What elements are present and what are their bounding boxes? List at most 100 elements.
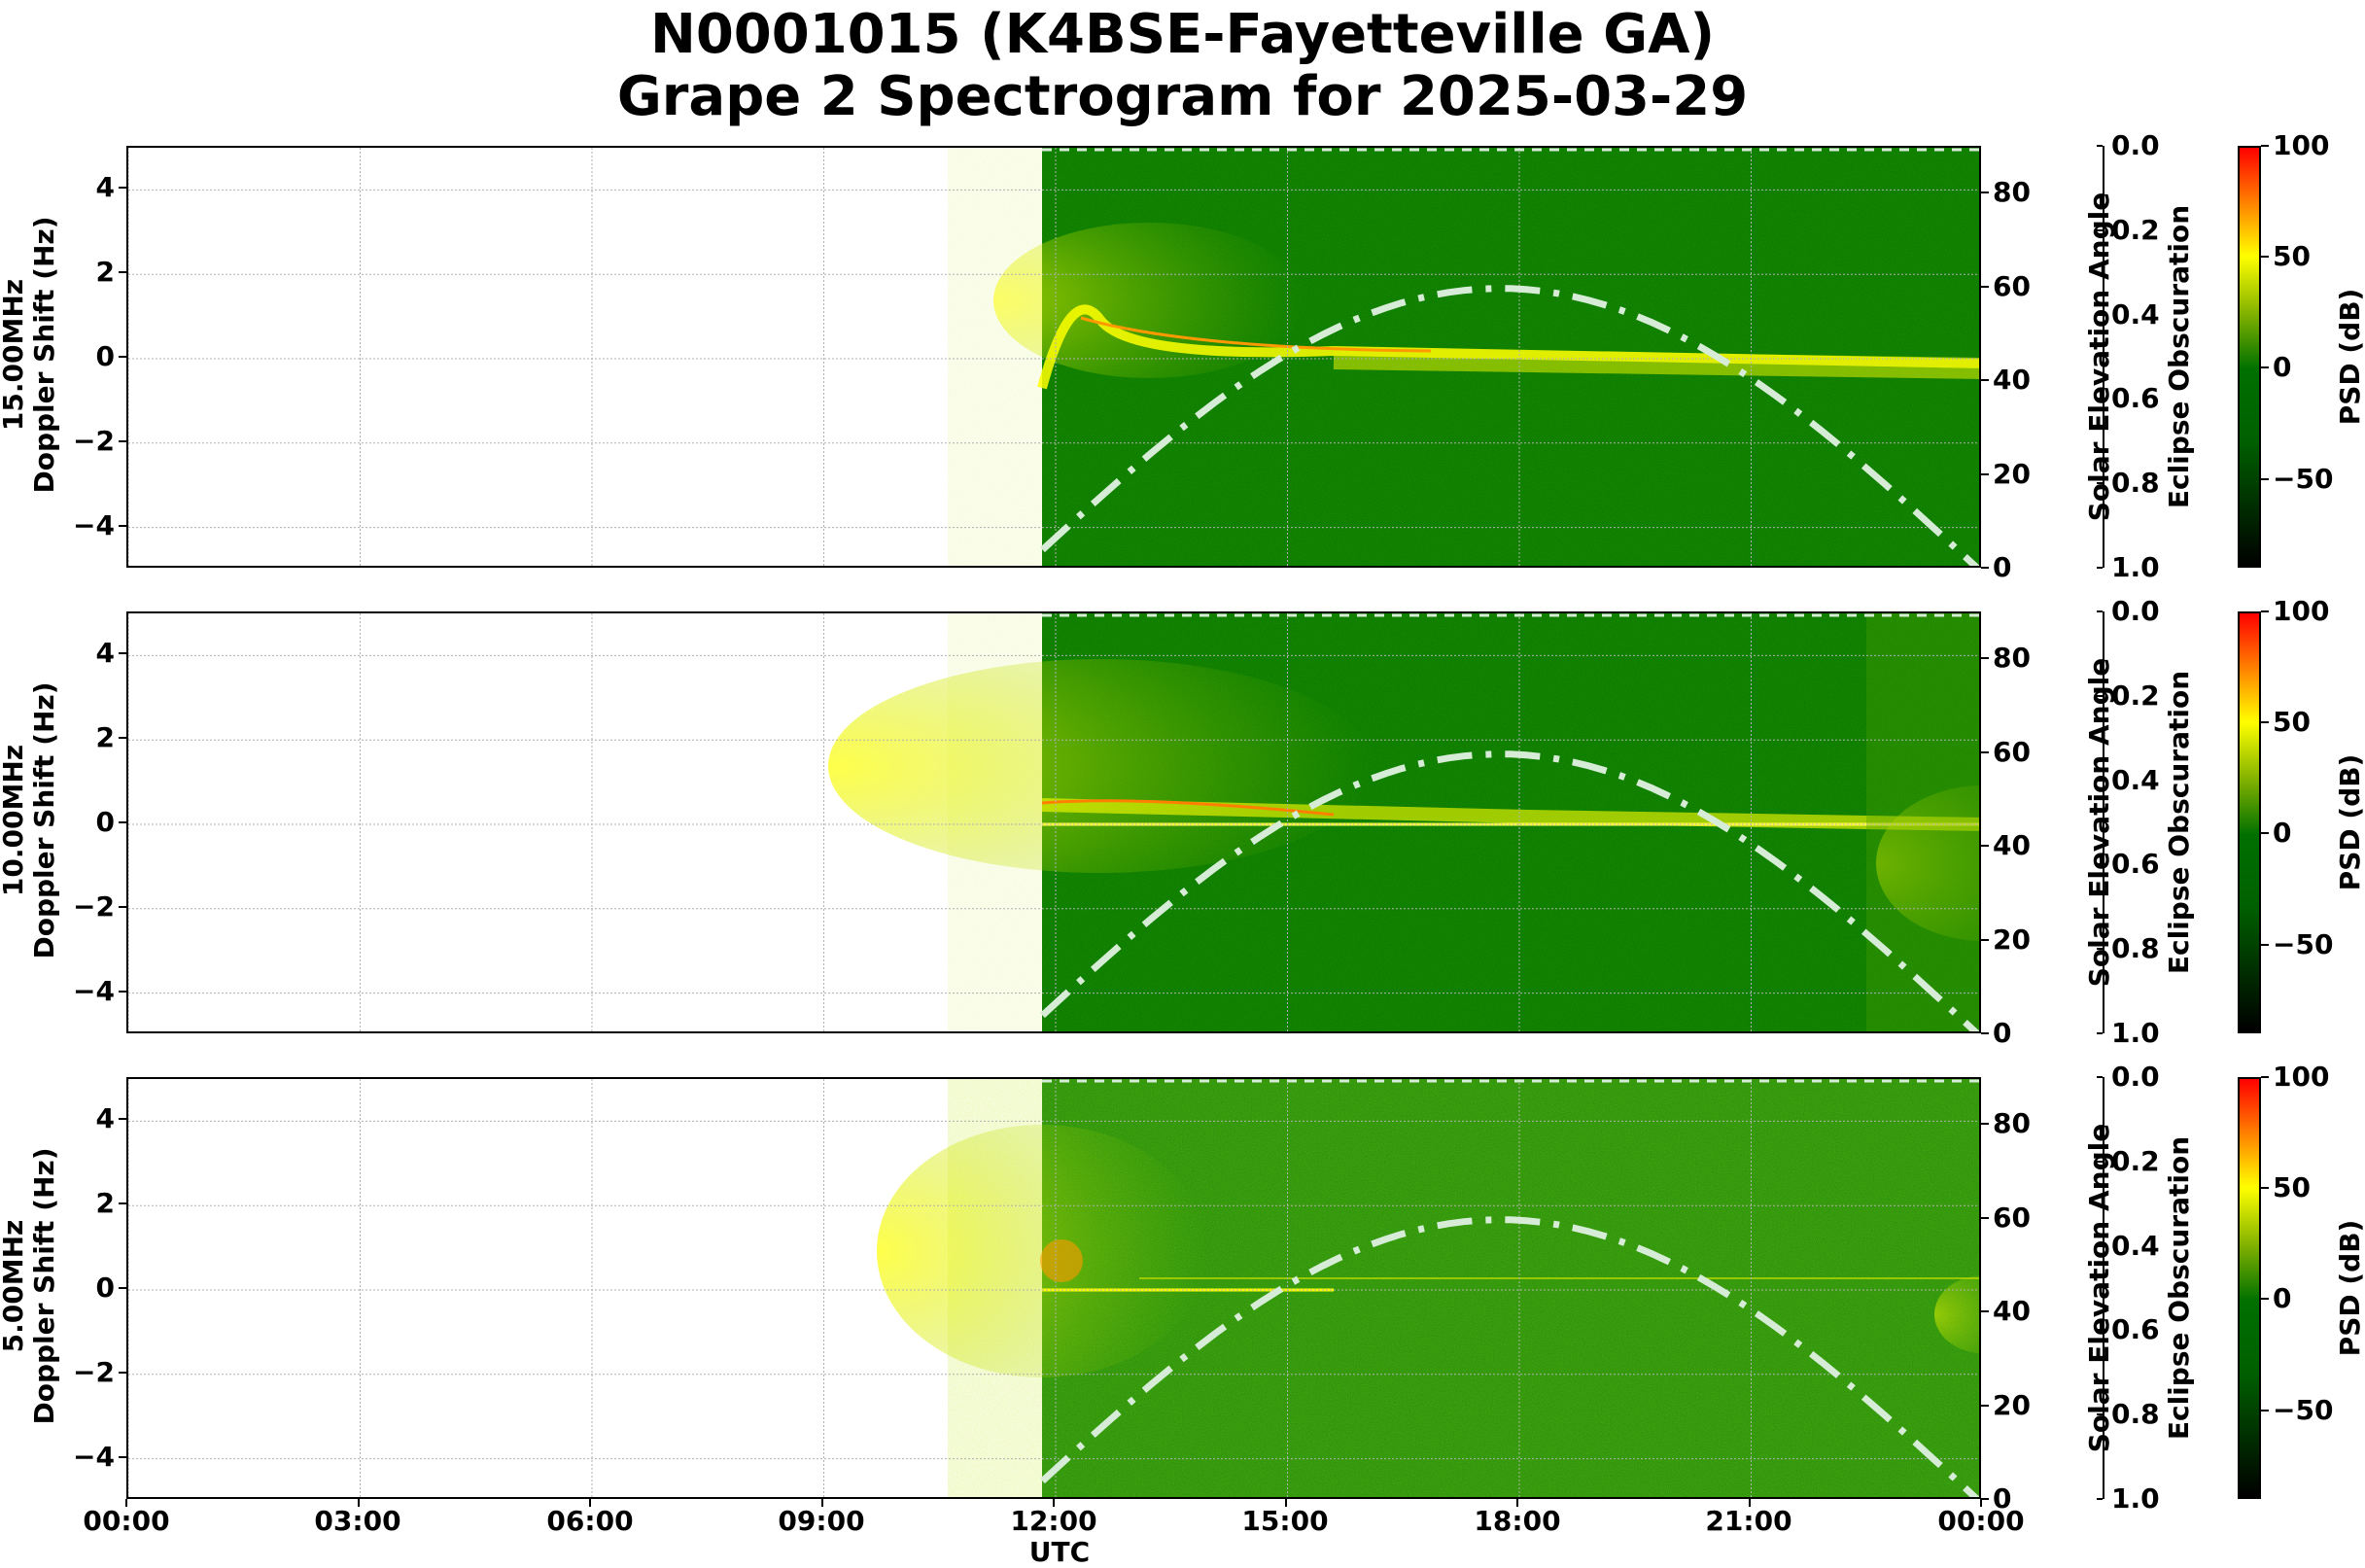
eclipse-tick-mark: [2097, 694, 2103, 697]
solar-tick: 60: [1993, 269, 2031, 302]
eclipse-axis-line: [2103, 146, 2104, 568]
chart-title-line1: N0001015 (K4BSE-Fayetteville GA): [649, 3, 1716, 66]
colorbar-tick: 0: [2273, 1282, 2292, 1315]
eclipse-tick-mark: [2097, 948, 2103, 951]
solar-tick: 0: [1993, 551, 2012, 583]
eclipse-tick: 0.6: [2111, 848, 2160, 881]
colorbar-tick: 100: [2273, 1061, 2330, 1093]
eclipse-tick: 0.4: [2111, 763, 2160, 796]
x-tick-mark: [1284, 1499, 1287, 1507]
eclipse-tick: 0.8: [2111, 467, 2160, 500]
spectrogram-panel-1: 10.00MHz Doppler Shift (Hz) 4 2 0 −2 −4 80 60 40 2…: [0, 595, 2365, 1049]
overlay: [128, 1079, 1979, 1497]
eclipse-tick: 0.6: [2111, 382, 2160, 415]
x-tick: 12:00: [1010, 1505, 1097, 1537]
psd-colorbar: [2238, 1077, 2261, 1499]
solar-tick-mark: [1981, 845, 1989, 848]
eclipse-tick-mark: [2097, 1498, 2103, 1500]
overlay: [128, 148, 1979, 566]
colorbar-tick-mark: [2261, 832, 2269, 835]
colorbar-tick: 50: [2273, 706, 2311, 739]
colorbar-tick-mark: [2261, 610, 2269, 612]
eclipse-tick: 0.4: [2111, 1229, 2160, 1262]
colorbar-tick-mark: [2261, 721, 2269, 724]
eclipse-tick-mark: [2097, 567, 2103, 569]
x-tick: 15:00: [1241, 1505, 1329, 1537]
y-tick-mark: [119, 737, 126, 740]
colorbar-tick-mark: [2261, 366, 2269, 369]
y-tick-mark: [119, 439, 126, 442]
y-tick: 0: [95, 806, 115, 838]
x-tick: 21:00: [1705, 1505, 1792, 1537]
colorbar-tick: −50: [2273, 1393, 2334, 1426]
y-tick-mark: [119, 187, 126, 190]
spectrogram-panel-0: 15.00MHz Doppler Shift (Hz) 4 2 0 −2 −4 80 60 40 2…: [0, 129, 2365, 583]
eclipse-axis-label: Eclipse Obscuration: [2163, 670, 2195, 975]
plot-area: [126, 611, 1981, 1033]
colorbar-tick-mark: [2261, 1409, 2269, 1411]
eclipse-tick-mark: [2097, 1413, 2103, 1416]
y-tick: 2: [95, 1187, 115, 1220]
frequency-label: 5.00MHz: [0, 1219, 29, 1353]
eclipse-tick-mark: [2097, 398, 2103, 401]
x-tick: 00:00: [1937, 1505, 2025, 1537]
eclipse-tick: 0.8: [2111, 932, 2160, 965]
colorbar-tick: 100: [2273, 129, 2330, 161]
y-axis-label: 15.00MHz Doppler Shift (Hz): [0, 170, 60, 540]
solar-tick: 40: [1993, 829, 2031, 862]
y-tick-mark: [119, 905, 126, 908]
solar-tick-mark: [1981, 657, 1989, 660]
eclipse-tick: 0.0: [2111, 129, 2160, 161]
x-axis-label: UTC: [1028, 1536, 1091, 1568]
eclipse-tick-mark: [2097, 1244, 2103, 1247]
y-tick-mark: [119, 990, 126, 993]
solar-tick-mark: [1981, 1216, 1989, 1219]
eclipse-tick: 1.0: [2111, 551, 2160, 583]
y-tick-mark: [119, 652, 126, 655]
frequency-label: 15.00MHz: [0, 278, 29, 432]
eclipse-axis-line: [2103, 611, 2104, 1033]
y-tick: −4: [73, 508, 115, 541]
eclipse-tick: 0.0: [2111, 595, 2160, 627]
colorbar-tick-mark: [2261, 256, 2269, 259]
solar-tick: 80: [1993, 642, 2031, 675]
x-tick-mark: [1053, 1499, 1055, 1507]
x-tick: 18:00: [1474, 1505, 1561, 1537]
x-tick-mark: [1516, 1499, 1518, 1507]
x-tick-mark: [820, 1499, 823, 1507]
solar-tick-mark: [1981, 750, 1989, 753]
y-tick: −2: [73, 889, 115, 923]
solar-tick: 60: [1993, 1201, 2031, 1234]
solar-tick: 40: [1993, 364, 2031, 397]
plot-area: [126, 1077, 1981, 1499]
eclipse-tick: 0.2: [2111, 213, 2160, 246]
eclipse-tick-mark: [2097, 1329, 2103, 1332]
x-tick-mark: [1980, 1499, 1982, 1507]
eclipse-tick: 0.0: [2111, 1061, 2160, 1093]
colorbar-tick-mark: [2261, 943, 2269, 946]
y-tick-mark: [119, 1455, 126, 1458]
solar-tick-mark: [1981, 1032, 1989, 1034]
solar-tick-mark: [1981, 567, 1989, 569]
solar-tick: 80: [1993, 1107, 2031, 1140]
eclipse-tick-mark: [2097, 313, 2103, 316]
colorbar-label: PSD (dB): [2334, 288, 2365, 426]
eclipse-tick: 1.0: [2111, 1017, 2160, 1049]
y-axis-label: 5.00MHz Doppler Shift (Hz): [0, 1101, 60, 1471]
eclipse-tick: 0.6: [2111, 1313, 2160, 1346]
eclipse-axis-label: Eclipse Obscuration: [2163, 204, 2195, 509]
y-tick-mark: [119, 271, 126, 274]
y-tick: 4: [95, 1102, 115, 1135]
solar-tick-mark: [1981, 1123, 1989, 1126]
colorbar-tick: −50: [2273, 462, 2334, 495]
x-tick: 00:00: [83, 1505, 170, 1537]
y-axis-label: 10.00MHz Doppler Shift (Hz): [0, 636, 60, 1005]
eclipse-tick-mark: [2097, 863, 2103, 866]
colorbar-tick: 50: [2273, 240, 2311, 273]
solar-tick: 0: [1993, 1017, 2012, 1049]
eclipse-tick: 0.8: [2111, 1398, 2160, 1431]
y-tick: 2: [95, 721, 115, 754]
colorbar-tick: 100: [2273, 595, 2330, 627]
x-tick-mark: [357, 1499, 360, 1507]
psd-colorbar: [2238, 146, 2261, 568]
